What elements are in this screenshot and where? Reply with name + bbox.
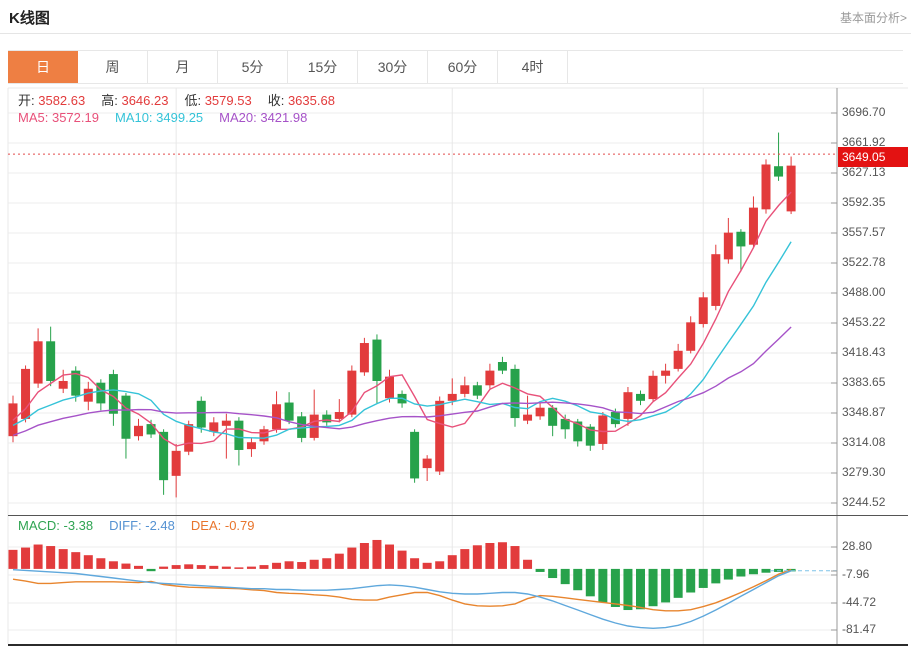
price-axis-label: 3453.22	[842, 315, 886, 329]
macd-diff-dea-lines	[12, 568, 837, 630]
tab-min15[interactable]: 15分	[288, 51, 358, 83]
legend-value: 3646.23	[121, 93, 169, 108]
tab-hour4[interactable]: 4时	[498, 51, 568, 83]
chart-frame	[7, 87, 908, 646]
header-divider	[0, 33, 911, 34]
tab-min5[interactable]: 5分	[218, 51, 288, 83]
legend-value: -2.48	[145, 518, 175, 533]
legend-label: MA20:	[219, 110, 261, 125]
price-axis-label: 3488.00	[842, 285, 886, 299]
macd-axis-label: -44.72	[842, 595, 877, 609]
legend-label: MA5:	[18, 110, 52, 125]
price-axis-label: 3627.13	[842, 165, 886, 179]
axis-ticks	[831, 112, 837, 631]
moving-average-lines	[12, 191, 792, 447]
legend-label: 收:	[267, 93, 288, 108]
fundamental-analysis-link[interactable]: 基本面分析>	[839, 11, 907, 25]
grid-lines	[8, 88, 837, 644]
price-axis-label: 3696.70	[842, 105, 886, 119]
price-axis-label: 3279.30	[842, 465, 886, 479]
price-axis-label: 3244.52	[842, 495, 886, 509]
legend-label: MACD:	[18, 518, 64, 533]
legend-value: 3582.63	[38, 93, 86, 108]
legend-value: 3572.19	[51, 110, 99, 125]
legend-label: 开:	[18, 93, 39, 108]
macd-axis-label: -81.47	[842, 622, 877, 636]
ohlc-legend: 开: 3582.63 高: 3646.23 低: 3579.53 收: 3635.68	[18, 90, 351, 109]
price-axis-label: 3418.43	[842, 345, 886, 359]
legend-value: 3635.68	[287, 93, 335, 108]
macd-legend: MACD: -3.38 DIFF: -2.48 DEA: -0.79	[18, 518, 271, 533]
legend-label: 高:	[101, 93, 122, 108]
price-axis-label: 3592.35	[842, 195, 886, 209]
period-tabs: 日周月 5分 15分 30分 60分 4时	[8, 50, 903, 84]
legend-value: 3421.98	[260, 110, 308, 125]
legend-value: 3579.53	[204, 93, 252, 108]
tab-month[interactable]: 月	[148, 51, 218, 83]
legend-value: -3.38	[63, 518, 94, 533]
tab-week[interactable]: 周	[78, 51, 148, 83]
ma-legend: MA5: 3572.19 MA10: 3499.25 MA20: 3421.98	[18, 110, 323, 125]
legend-label: MA10:	[114, 110, 157, 125]
tab-min60[interactable]: 60分	[428, 51, 498, 83]
price-axis-label: 3661.92	[842, 135, 886, 149]
macd-axis-label: 28.80	[842, 539, 873, 553]
page-title: K线图	[9, 10, 50, 27]
price-axis-label: 3383.65	[842, 375, 886, 389]
legend-label: 低:	[184, 93, 205, 108]
tab-min30[interactable]: 30分	[358, 51, 428, 83]
tab-day[interactable]: 日	[8, 51, 78, 83]
legend-label: DIFF:	[109, 518, 146, 533]
legend-value: -0.79	[224, 518, 255, 533]
price-axis-label: 3557.57	[842, 225, 886, 239]
price-axis-label: 3348.87	[842, 405, 886, 419]
last-price-badge: 3649.05	[838, 147, 908, 167]
price-axis-label: 3522.78	[842, 255, 886, 269]
legend-value: 3499.25	[156, 110, 204, 125]
macd-axis-label: -7.96	[842, 567, 870, 581]
price-axis-label: 3314.08	[842, 435, 886, 449]
legend-label: DEA:	[190, 518, 225, 533]
